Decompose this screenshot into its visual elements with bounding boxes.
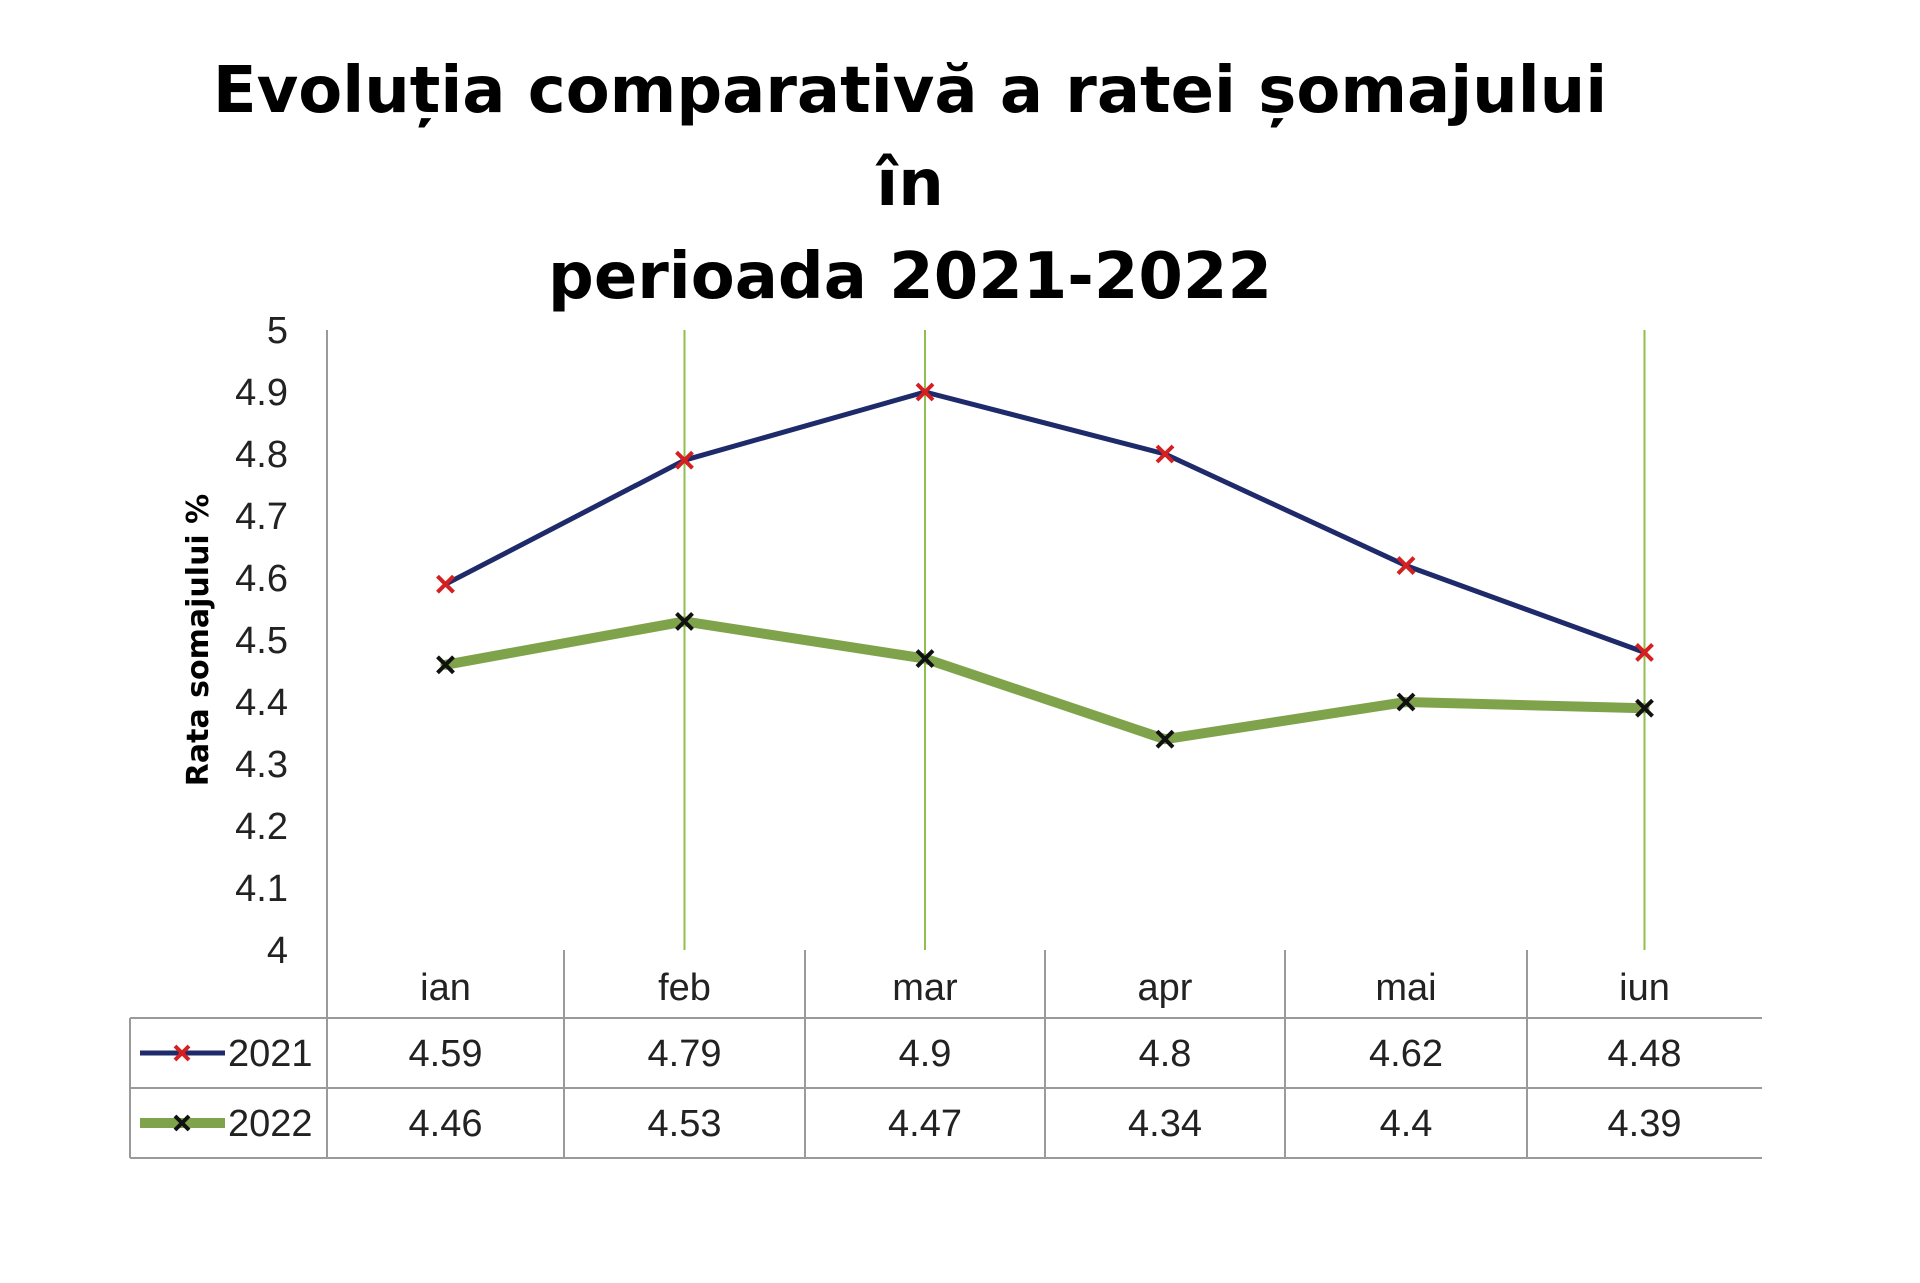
series-lines bbox=[440, 389, 1650, 745]
y-tick-label: 4.5 bbox=[235, 620, 288, 662]
table-cell-value: 4.53 bbox=[648, 1103, 722, 1145]
legend-label-2021: 2021 bbox=[228, 1033, 313, 1075]
chart-title-line-1: Evoluția comparativă a ratei șomajului î… bbox=[212, 54, 1608, 221]
x-tick-label: iun bbox=[1619, 967, 1670, 1009]
y-tick-label: 5 bbox=[267, 310, 288, 352]
y-axis-label: Rata somajului % bbox=[181, 494, 216, 786]
y-tick-label: 4.4 bbox=[235, 682, 288, 724]
table-cell-value: 4.39 bbox=[1608, 1103, 1682, 1145]
x-tick-label: mar bbox=[892, 967, 958, 1009]
marker-stroke bbox=[1155, 444, 1175, 464]
table-cell-value: 4.79 bbox=[648, 1033, 722, 1075]
table-cell-value: 4.4 bbox=[1380, 1103, 1433, 1145]
marker-stroke bbox=[1396, 556, 1416, 576]
vertical-gridlines bbox=[683, 330, 1646, 950]
data-point-2021 bbox=[1396, 556, 1416, 576]
y-tick-label: 4.9 bbox=[235, 372, 288, 414]
data-point-2022 bbox=[1155, 729, 1175, 749]
table-cell-value: 4.62 bbox=[1369, 1033, 1443, 1075]
data-point-2021 bbox=[436, 574, 455, 594]
x-tick-label: apr bbox=[1138, 967, 1193, 1009]
legend-key-2021 bbox=[140, 1044, 225, 1062]
y-tick-label: 4.7 bbox=[235, 496, 288, 538]
table-cell-value: 4.8 bbox=[1139, 1033, 1192, 1075]
y-tick-label: 4 bbox=[267, 930, 288, 972]
table-cell-value: 4.48 bbox=[1608, 1033, 1682, 1075]
data-point-2021 bbox=[1635, 642, 1654, 662]
legend-marker bbox=[173, 1044, 191, 1062]
chart-title: Evoluția comparativă a ratei șomajului î… bbox=[180, 45, 1640, 323]
series-line-2022 bbox=[440, 616, 1650, 745]
marker-stroke bbox=[675, 611, 694, 631]
y-tick-label: 4.6 bbox=[235, 558, 288, 600]
x-tick-label: feb bbox=[658, 967, 711, 1009]
table-cell-value: 4.34 bbox=[1128, 1103, 1202, 1145]
data-table: ian feb mar apr mai iun 2021 4.59 4.79 4.9 4.8 4.62… bbox=[129, 950, 1762, 1159]
data-point-2022 bbox=[436, 655, 455, 675]
marker-stroke bbox=[1635, 698, 1654, 718]
x-tick-label: mai bbox=[1375, 967, 1436, 1009]
marker-stroke bbox=[915, 382, 935, 402]
y-tick-label: 4.3 bbox=[235, 744, 288, 786]
legend-key-2022 bbox=[140, 1114, 225, 1132]
y-tick-label: 4.8 bbox=[235, 434, 288, 476]
series-markers bbox=[436, 382, 1654, 749]
table-cell-value: 4.46 bbox=[409, 1103, 483, 1145]
marker-stroke bbox=[1155, 729, 1175, 749]
data-point-2022 bbox=[915, 649, 935, 669]
data-point-2021 bbox=[915, 382, 935, 402]
y-axis-ticks: 5 4.9 4.8 4.7 4.6 4.5 4.4 4.3 4.2 4.1 4 bbox=[235, 310, 288, 972]
y-tick-label: 4.1 bbox=[235, 868, 288, 910]
data-point-2021 bbox=[675, 450, 694, 470]
x-tick-label: ian bbox=[420, 967, 471, 1009]
legend-marker bbox=[173, 1114, 191, 1132]
marker-stroke bbox=[436, 574, 455, 594]
data-point-2022 bbox=[1396, 692, 1416, 712]
marker-stroke bbox=[1635, 642, 1654, 662]
series-line-2021 bbox=[443, 389, 1647, 655]
marker-stroke bbox=[436, 655, 455, 675]
legend-label-2022: 2022 bbox=[228, 1103, 313, 1145]
data-point-2021 bbox=[1155, 444, 1175, 464]
y-tick-label: 4.2 bbox=[235, 806, 288, 848]
table-cell-value: 4.9 bbox=[899, 1033, 952, 1075]
table-cell-value: 4.47 bbox=[888, 1103, 962, 1145]
chart-title-line-2: perioada 2021-2022 bbox=[548, 239, 1272, 314]
data-point-2022 bbox=[1635, 698, 1654, 718]
marker-stroke bbox=[675, 450, 694, 470]
table-cell-value: 4.59 bbox=[409, 1033, 483, 1075]
marker-stroke bbox=[915, 649, 935, 669]
data-point-2022 bbox=[675, 611, 694, 631]
marker-stroke bbox=[1396, 692, 1416, 712]
